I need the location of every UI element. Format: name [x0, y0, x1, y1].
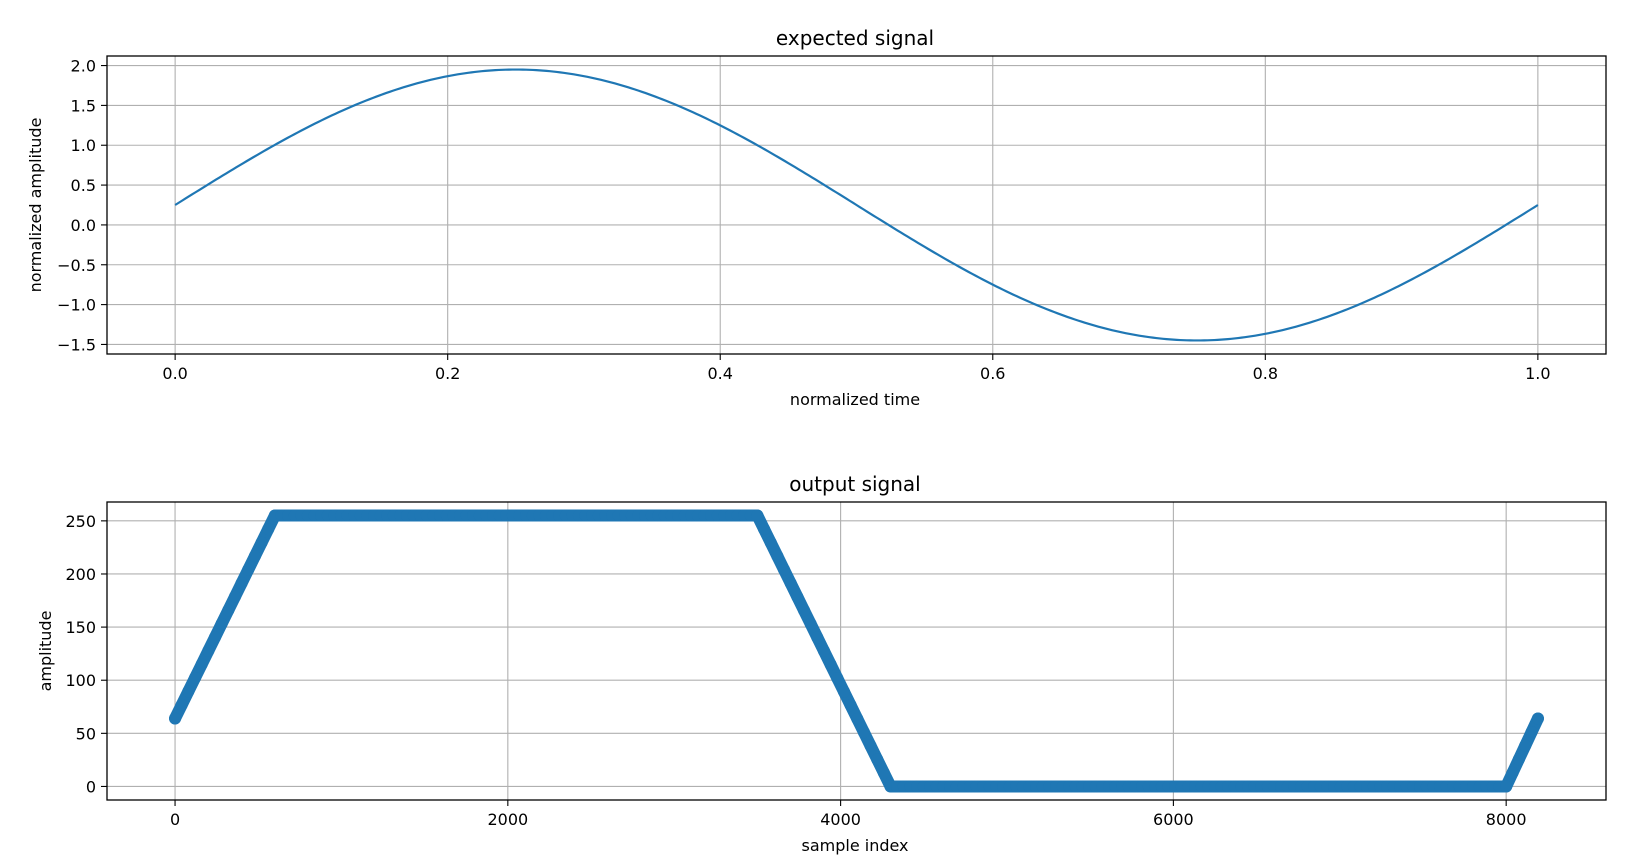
output-signal-point [817, 645, 830, 657]
output-signal-point [222, 604, 235, 617]
output-signal-point [798, 604, 810, 617]
expected-signal-ytick-label: 2.0 [71, 57, 96, 76]
output-signal-xtick-label: 6000 [1153, 810, 1194, 829]
expected-signal-marks [174, 68, 1539, 342]
output-signal-point [182, 685, 195, 698]
output-signal-ytick-label: 150 [65, 618, 96, 637]
output-signal-point [837, 685, 850, 698]
output-signal-point [1506, 766, 1519, 779]
output-signal-point [811, 631, 824, 644]
expected-signal-grid [107, 56, 1606, 354]
expected-signal-xlabel: normalized time [790, 390, 920, 409]
output-signal-point [175, 698, 188, 711]
output-signal-point [169, 712, 182, 725]
output-signal-point [189, 671, 202, 684]
expected-signal-ticks: 0.0 0.2 0.4 0.6 0.8 1.0 −1.5 −1.0 −0.5 0.0 0.5 1.0 1… [57, 57, 1550, 383]
output-signal-plot: output signal 0 2000 4000 6000 8000 0 50 100 150… [36, 472, 1607, 855]
output-signal-ytick-label: 0 [86, 777, 96, 796]
output-signal-ytick-label: 100 [65, 671, 96, 690]
output-signal-point [1531, 712, 1544, 725]
output-signal-point [228, 590, 241, 603]
expected-signal-xtick-label: 0.6 [980, 364, 1005, 383]
output-signal-point [771, 550, 784, 563]
output-signal-point [1525, 726, 1538, 739]
output-signal-point [877, 766, 890, 779]
expected-signal-ytick-label: 1.0 [71, 136, 96, 155]
output-signal-point [1500, 780, 1513, 793]
output-signal-point [255, 536, 268, 549]
expected-signal-xtick-label: 0.0 [162, 364, 187, 383]
output-signal-xtick-label: 8000 [1486, 810, 1527, 829]
output-signal-point [208, 631, 221, 644]
output-signal-ylabel: amplitude [36, 611, 55, 692]
output-signal-point [235, 577, 248, 590]
expected-signal-ytick-label: −1.5 [57, 335, 96, 354]
output-signal-point [851, 712, 864, 725]
output-signal-point [262, 523, 275, 536]
expected-signal-xtick-label: 1.0 [1525, 364, 1550, 383]
expected-signal-ytick-label: 0.0 [71, 216, 96, 235]
expected-signal-xtick-label: 0.8 [1253, 364, 1278, 383]
output-signal-point [804, 617, 817, 630]
output-signal-marks [169, 509, 1544, 793]
expected-signal-xtick-label: 0.4 [708, 364, 733, 383]
output-signal-title: output signal [789, 472, 920, 496]
output-signal-xtick-label: 0 [170, 810, 180, 829]
expected-signal-ytick-label: 0.5 [71, 176, 96, 195]
output-signal-point [758, 523, 771, 536]
output-signal-point [242, 563, 255, 576]
output-signal-point [248, 550, 261, 563]
output-signal-xtick-label: 2000 [487, 810, 528, 829]
expected-signal-xtick-label: 0.2 [435, 364, 460, 383]
output-signal-point [831, 672, 844, 685]
expected-signal-frame [106, 55, 1607, 355]
expected-signal-ylabel: normalized amplitude [26, 118, 45, 293]
output-signal-ticks: 0 2000 4000 6000 8000 0 50 100 150 200 250 [65, 512, 1526, 829]
output-signal-ytick-label: 250 [65, 512, 96, 531]
output-signal-point [751, 509, 764, 522]
output-signal-point [215, 617, 228, 630]
expected-signal-ytick-label: −1.0 [57, 296, 96, 315]
expected-signal-plot: expected signal 0.0 0.2 0.4 0.6 0.8 1.0 −1.5 −1… [26, 26, 1607, 409]
output-signal-point [202, 644, 215, 657]
output-signal-point [778, 563, 791, 576]
output-signal-point [857, 726, 870, 739]
output-signal-frame [106, 501, 1607, 801]
output-signal-point [784, 577, 797, 590]
output-signal-point [844, 699, 857, 712]
output-signal-point [195, 658, 208, 671]
expected-signal-ytick-label: −0.5 [57, 256, 96, 275]
output-signal-point [871, 753, 884, 766]
output-signal-point [864, 739, 877, 752]
output-signal-grid [107, 502, 1606, 800]
expected-signal-series-line [174, 68, 1539, 342]
output-signal-point [791, 590, 804, 603]
output-signal-point [1512, 753, 1525, 766]
output-signal-xtick-label: 4000 [820, 810, 861, 829]
output-signal-ytick-label: 50 [76, 724, 96, 743]
output-signal-series-band [169, 509, 1544, 793]
expected-signal-ytick-label: 1.5 [71, 96, 96, 115]
output-signal-ytick-label: 200 [65, 565, 96, 584]
output-signal-xlabel: sample index [801, 836, 908, 855]
output-signal-point [764, 536, 777, 549]
output-signal-point [1519, 739, 1532, 752]
output-signal-point [824, 658, 837, 671]
expected-signal-title: expected signal [776, 26, 934, 50]
